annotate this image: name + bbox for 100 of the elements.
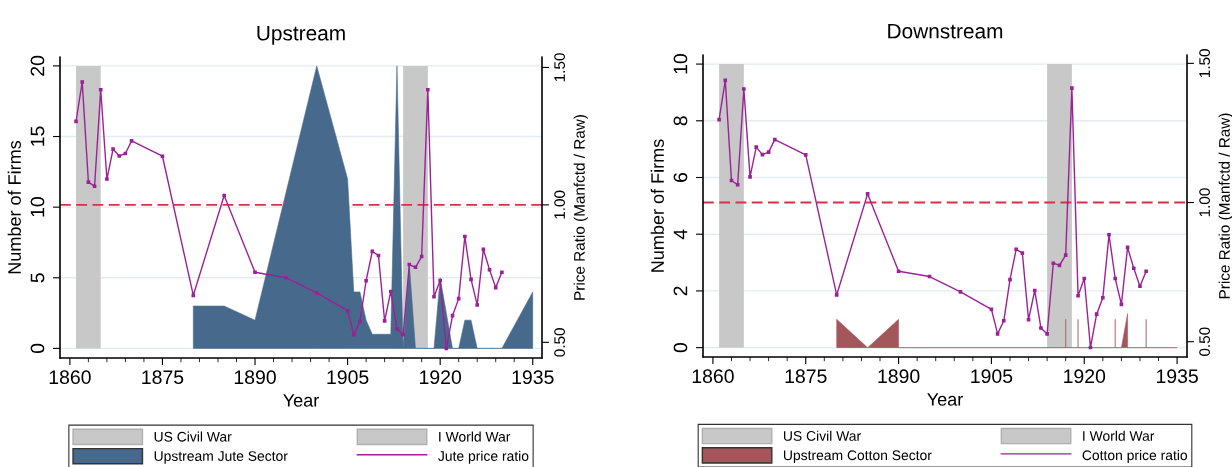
point [80, 80, 85, 84]
point [1107, 233, 1111, 237]
y2-axis-title: Price Ratio (Manfctd / Raw) [1218, 113, 1232, 299]
chart-title: Downstream [888, 24, 1003, 39]
point [1101, 295, 1105, 300]
y-tick-label: 4 [673, 229, 688, 240]
x-tick-label: 1905 [971, 369, 1013, 384]
point [717, 117, 721, 122]
point [958, 290, 963, 294]
y2-tick-label: 0.50 [1199, 327, 1211, 356]
y-tick-label: 8 [673, 116, 688, 126]
point [1020, 251, 1025, 255]
point [469, 277, 473, 282]
point [1138, 284, 1142, 289]
point [1094, 312, 1099, 316]
y-tick-label: 20 [30, 55, 45, 76]
legend-label: I World War [1083, 430, 1155, 441]
point [995, 332, 1000, 336]
x-tick-label: 1935 [1156, 369, 1198, 384]
y2-tick-label: 1.50 [1199, 49, 1211, 78]
point [896, 269, 901, 274]
point [1014, 247, 1018, 252]
point [370, 249, 375, 254]
point [401, 332, 405, 337]
y-tick-label: 10 [673, 54, 688, 74]
point [74, 119, 78, 124]
y-tick-label: 2 [673, 286, 688, 296]
y-tick-label: 10 [30, 197, 45, 217]
point [742, 87, 746, 91]
point [117, 154, 122, 158]
point [222, 193, 226, 198]
x-tick-label: 1935 [512, 370, 554, 385]
point [364, 278, 368, 283]
point [1144, 269, 1148, 274]
point [1082, 276, 1087, 281]
point [426, 87, 430, 92]
x-tick-label: 1860 [49, 370, 91, 385]
y-axis-title: Number of Firms [7, 140, 21, 274]
point [723, 78, 728, 83]
point [358, 319, 362, 324]
x-tick-label: 1890 [878, 369, 920, 384]
y2-tick-label: 1.00 [554, 190, 566, 219]
chart-title: Upstream [257, 26, 345, 45]
point [388, 289, 393, 294]
point [475, 303, 480, 307]
point [86, 180, 91, 184]
point [766, 150, 771, 154]
point [834, 293, 839, 297]
point [463, 234, 467, 239]
point [1039, 326, 1043, 330]
y2-tick-label: 0.50 [554, 328, 566, 357]
x-tick-label: 1875 [785, 369, 827, 384]
y2-tick-label: 1.00 [1199, 188, 1211, 217]
x-tick-label: 1920 [420, 370, 462, 385]
legend-label: I World War [439, 431, 511, 442]
point [92, 184, 97, 189]
x-tick-label: 1860 [692, 369, 734, 384]
y-tick-label: 5 [30, 273, 45, 283]
point [500, 270, 504, 275]
point [395, 327, 399, 331]
point [1063, 253, 1068, 257]
y2-axis-title: Price Ratio (Manfctd / Raw) [573, 115, 588, 300]
point [1131, 266, 1136, 271]
legend-label: US Civil War [154, 431, 232, 442]
point [1051, 261, 1056, 266]
x-axis-title: Year [927, 393, 963, 406]
point [865, 192, 870, 196]
point [314, 291, 319, 295]
point [284, 275, 288, 280]
legend-label: Cotton price ratio [1082, 449, 1188, 463]
legend-label: Jute price ratio [438, 450, 529, 464]
y2-tick-label: 1.50 [554, 53, 566, 82]
point [105, 177, 109, 181]
x-tick-label: 1875 [142, 370, 184, 385]
point [1008, 277, 1012, 282]
point [1070, 86, 1074, 90]
point [98, 87, 103, 92]
point [345, 308, 350, 313]
y-axis-title: Number of Firms [650, 139, 664, 272]
legend-label: Upstream Cotton Sector [783, 450, 932, 463]
legend-label: US Civil War [783, 430, 861, 441]
x-tick-label: 1905 [327, 370, 369, 385]
y-tick-label: 0 [673, 343, 688, 353]
point [1026, 317, 1031, 322]
point [111, 147, 115, 151]
y-tick-label: 0 [30, 343, 45, 354]
y-tick-label: 6 [673, 172, 688, 182]
point [1076, 293, 1080, 298]
legend-label: Upstream Jute Sector [154, 451, 288, 464]
point [1001, 319, 1006, 323]
point [351, 332, 356, 337]
point [1032, 288, 1037, 293]
point [129, 139, 134, 143]
point [382, 319, 387, 323]
point [1045, 332, 1049, 336]
point [487, 267, 492, 272]
point [1113, 276, 1118, 281]
point [803, 153, 808, 157]
point [493, 285, 498, 290]
point [772, 137, 777, 142]
